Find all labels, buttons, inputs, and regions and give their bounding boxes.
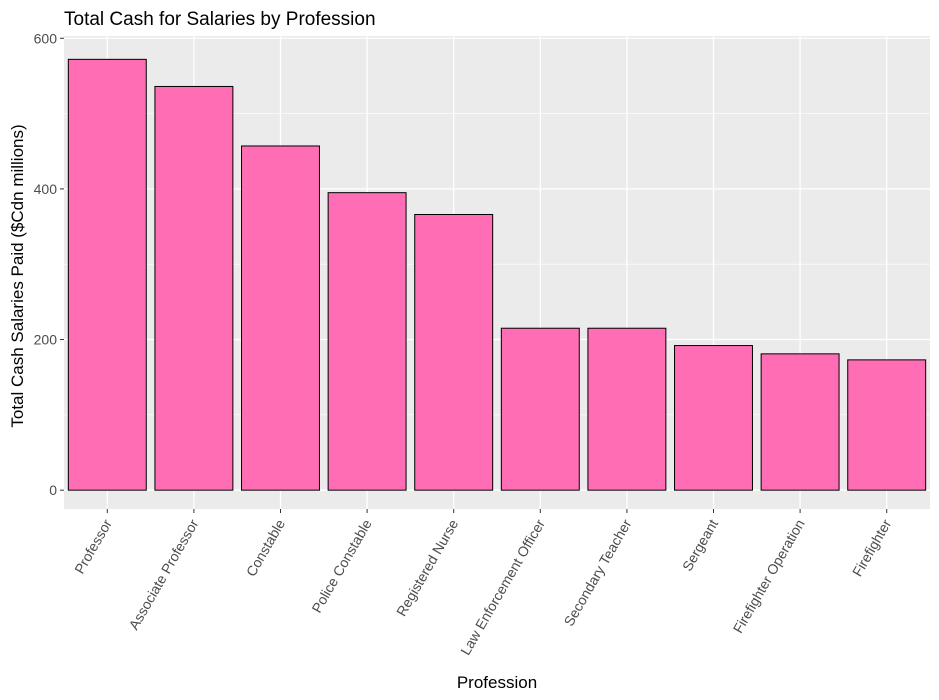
- y-axis: 0 200 400 600: [34, 30, 64, 498]
- y-tick-label: 600: [34, 30, 58, 46]
- bar: [241, 145, 320, 491]
- x-tick-label: Constable: [243, 516, 288, 579]
- bars: [67, 58, 927, 491]
- bar: [587, 327, 667, 491]
- x-tick-label: Police Constable: [308, 516, 374, 615]
- x-tick-label: Professor: [71, 516, 115, 576]
- bar: [327, 192, 407, 491]
- x-tick-label: Firefighter Operation: [730, 517, 808, 636]
- x-tick-label: Associate Professor: [125, 516, 201, 632]
- y-axis-title: Total Cash Salaries Paid ($Cdn millions): [8, 124, 27, 427]
- bar: [760, 353, 840, 491]
- chart-title: Total Cash for Salaries by Profession: [64, 9, 376, 30]
- bar: [500, 327, 580, 491]
- x-tick-label: Firefighter: [849, 516, 895, 579]
- bar: [674, 345, 753, 491]
- bar: [67, 58, 147, 491]
- x-axis-title: Profession: [457, 673, 537, 692]
- x-axis: Professor Associate Professor Constable Pol…: [71, 509, 894, 658]
- y-tick-label: 0: [49, 482, 57, 498]
- bar: [154, 85, 234, 491]
- bar: [414, 214, 494, 491]
- x-tick-label: Secondary Teacher: [560, 516, 634, 629]
- y-tick-label: 200: [34, 332, 58, 348]
- x-tick-label: Law Enforcement Officer: [457, 516, 548, 657]
- x-tick-label: Sergeant: [679, 516, 721, 573]
- x-tick-label: Registered Nurse: [393, 516, 461, 619]
- y-tick-label: 400: [34, 181, 58, 197]
- bar: [847, 359, 927, 491]
